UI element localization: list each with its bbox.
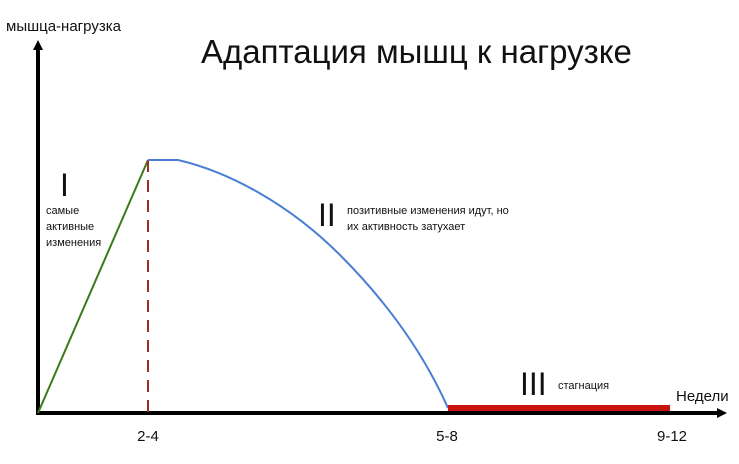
x-axis-label: Недели bbox=[676, 388, 729, 405]
x-tick-label: 9-12 bbox=[657, 428, 687, 445]
y-axis-label: мышца-нагрузка bbox=[6, 18, 122, 35]
phase-text: активные bbox=[46, 221, 94, 233]
phase-text: позитивные изменения идут, но bbox=[347, 205, 509, 217]
phase-numeral: II bbox=[318, 197, 336, 233]
growth-line bbox=[37, 159, 149, 414]
phase-numeral: I bbox=[60, 167, 69, 203]
x-tick-label: 5-8 bbox=[436, 428, 458, 445]
phase-numeral: III bbox=[520, 366, 547, 402]
x-tick-label: 2-4 bbox=[137, 428, 159, 445]
phase-text: изменения bbox=[46, 237, 101, 249]
phase-text: их активность затухает bbox=[347, 221, 465, 233]
phase-text: стагнация bbox=[558, 380, 609, 392]
phase-text: самые bbox=[46, 205, 79, 217]
decline-curve bbox=[148, 159, 449, 409]
title: Адаптация мышц к нагрузке bbox=[201, 33, 632, 70]
